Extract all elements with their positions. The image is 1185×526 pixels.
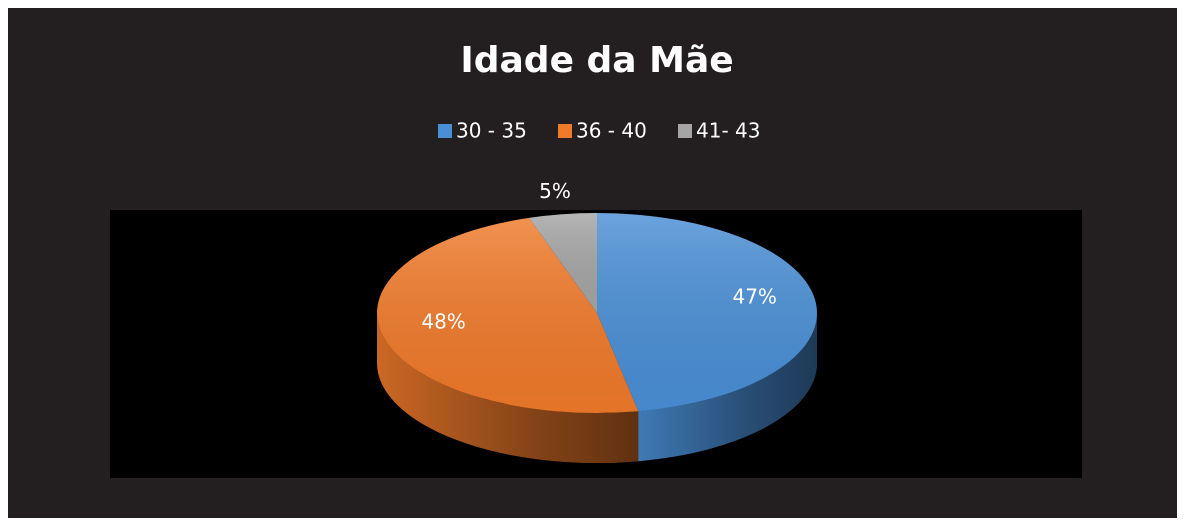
legend-label: 41- 43 (696, 119, 760, 143)
data-label: 5% (539, 179, 571, 203)
legend-label: 36 - 40 (576, 119, 647, 143)
chart-title: Idade da Mãe (460, 40, 733, 81)
legend-swatch (678, 124, 692, 138)
legend-label: 30 - 35 (456, 119, 527, 143)
slice-highlight (377, 217, 639, 413)
slice-side-shade (377, 313, 639, 463)
slice-highlight (597, 213, 817, 412)
slice-side-shade (638, 313, 817, 462)
data-label: 48% (421, 309, 465, 333)
slice-highlight (529, 213, 597, 313)
legend-swatch (558, 124, 572, 138)
data-label: 47% (732, 285, 776, 309)
legend-swatch (438, 124, 452, 138)
